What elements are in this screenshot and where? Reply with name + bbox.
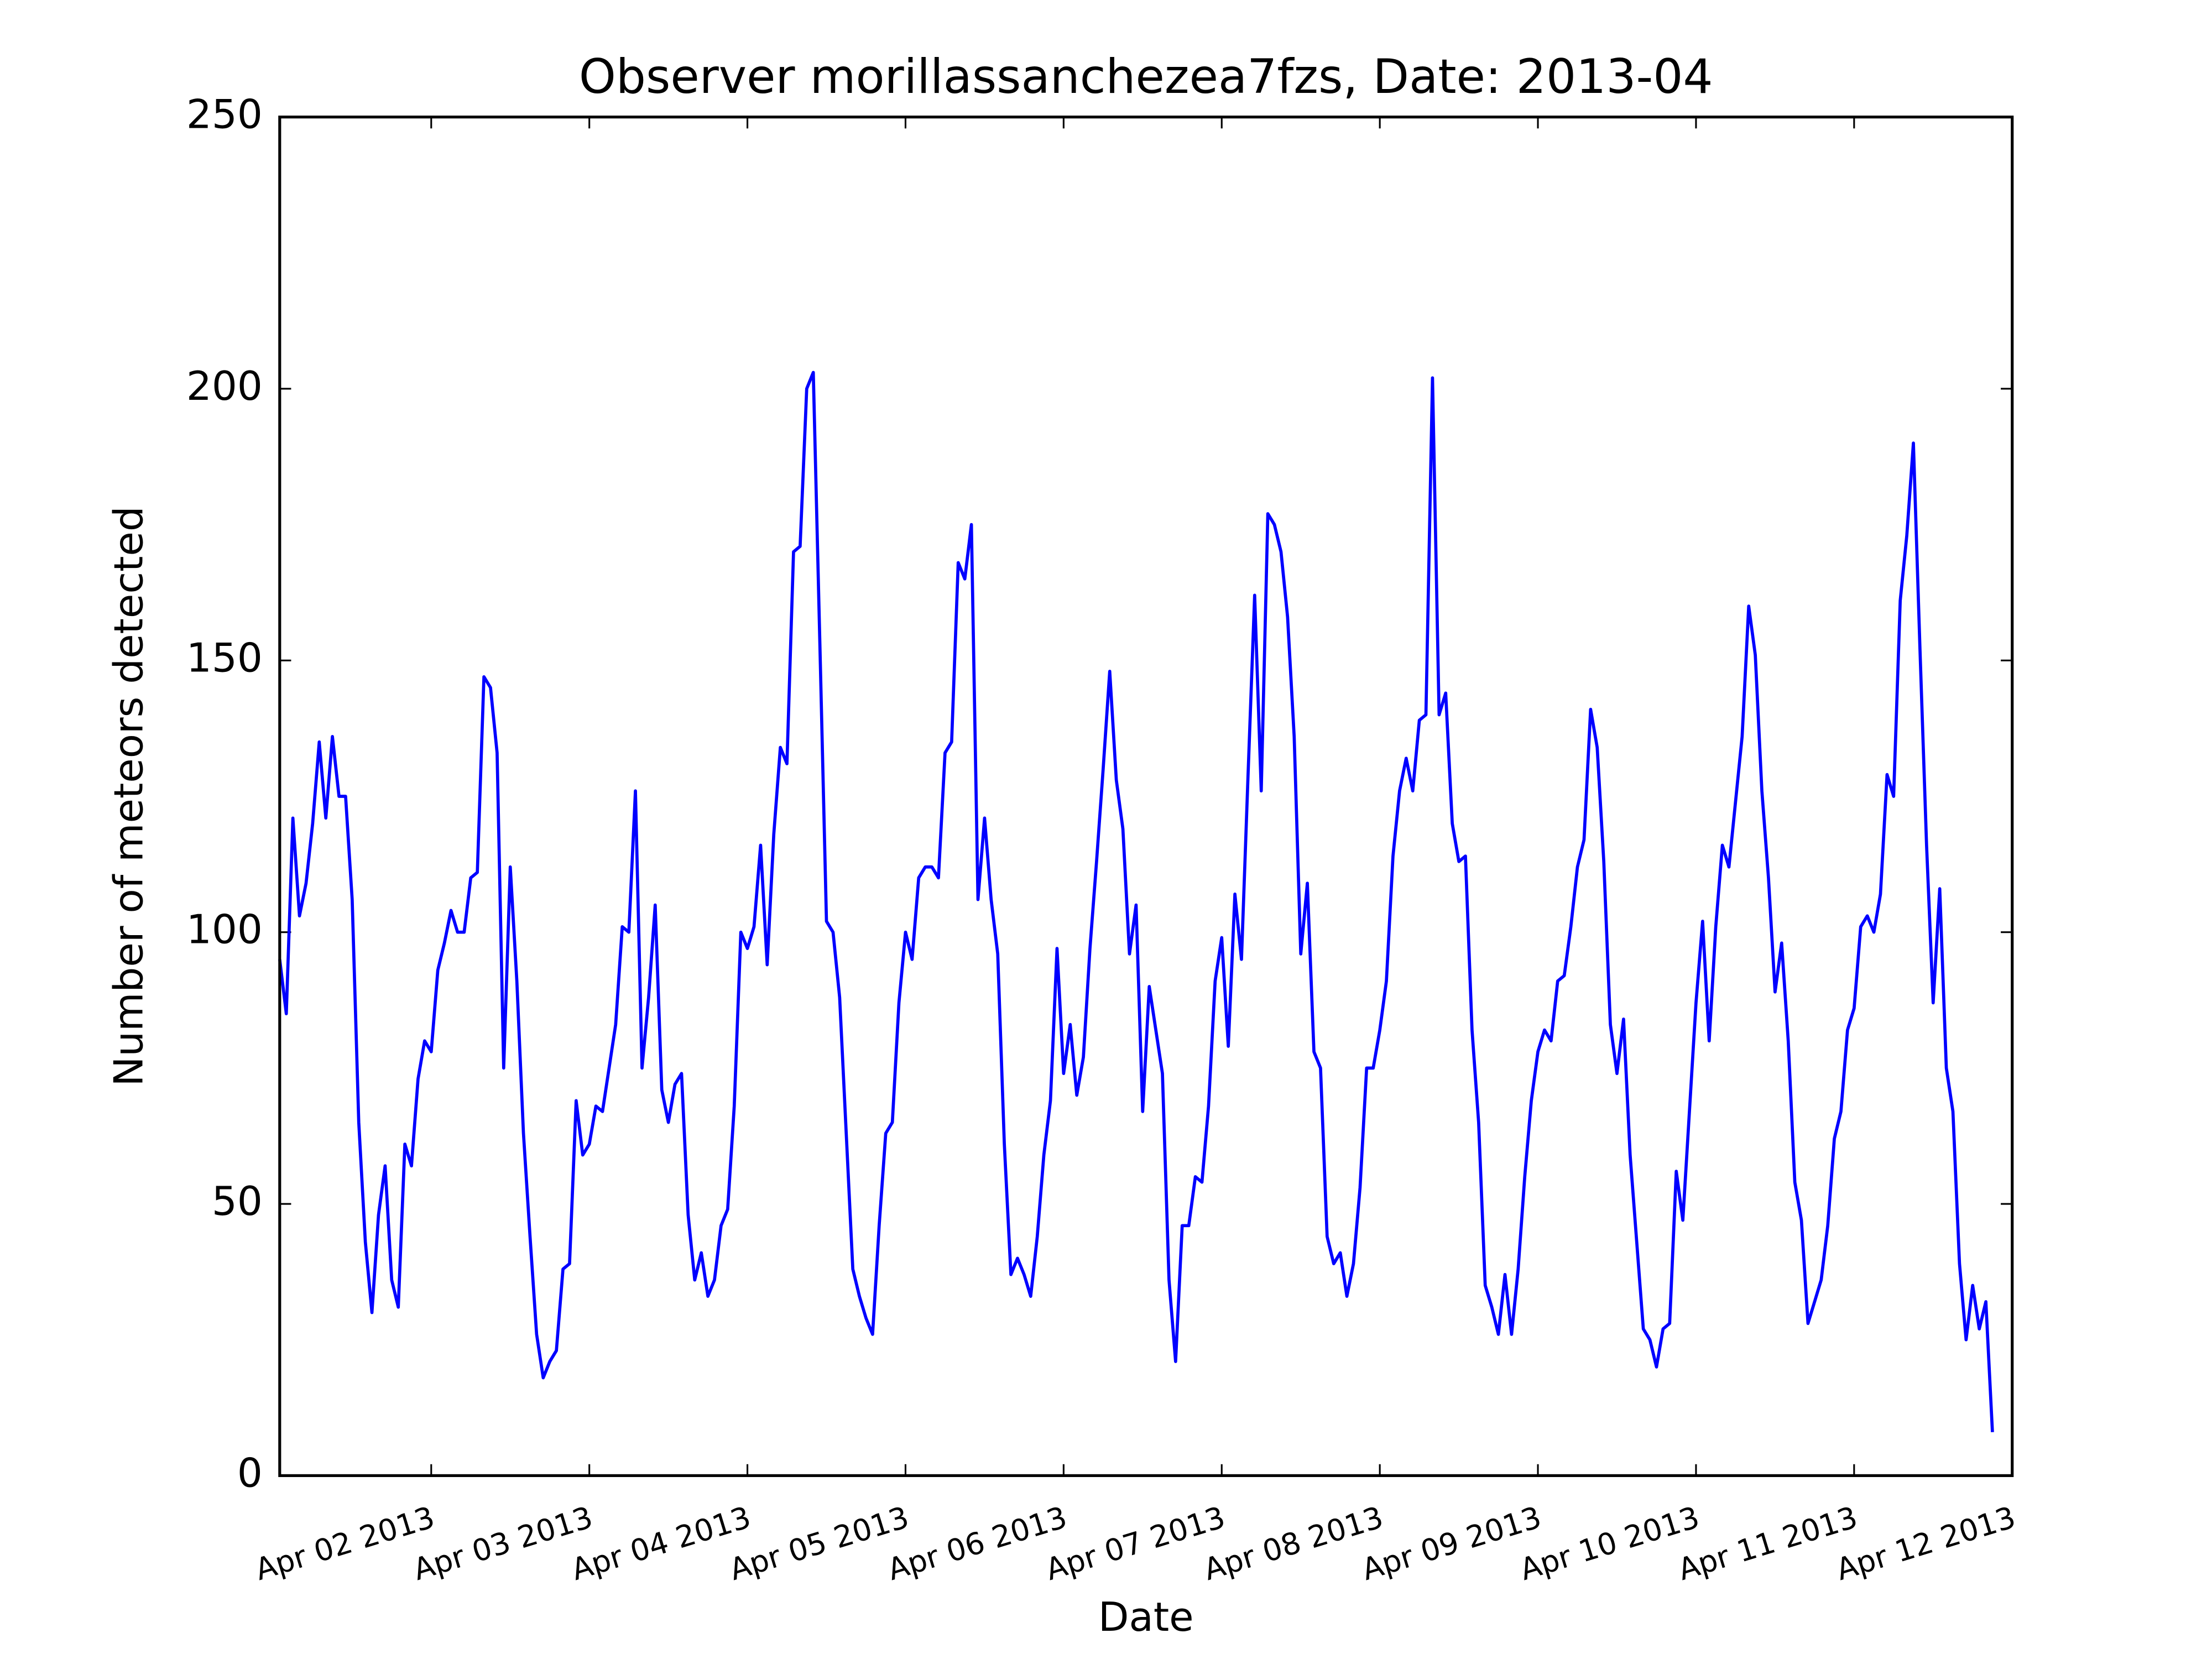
axes-frame <box>278 116 2014 1477</box>
chart-title: Observer morillassanchezea7fzs, Date: 20… <box>579 50 1713 105</box>
y-tick-label: 150 <box>186 635 263 681</box>
y-axis-label: Number of meteors detected <box>106 506 152 1086</box>
y-tick-label: 100 <box>186 907 263 953</box>
x-axis-label: Date <box>1098 1594 1194 1641</box>
y-tick-label: 50 <box>212 1178 263 1225</box>
y-tick-label: 0 <box>237 1450 263 1496</box>
data-line <box>278 371 1994 1432</box>
y-tick-label: 250 <box>186 92 263 138</box>
y-tick-label: 200 <box>186 363 263 410</box>
